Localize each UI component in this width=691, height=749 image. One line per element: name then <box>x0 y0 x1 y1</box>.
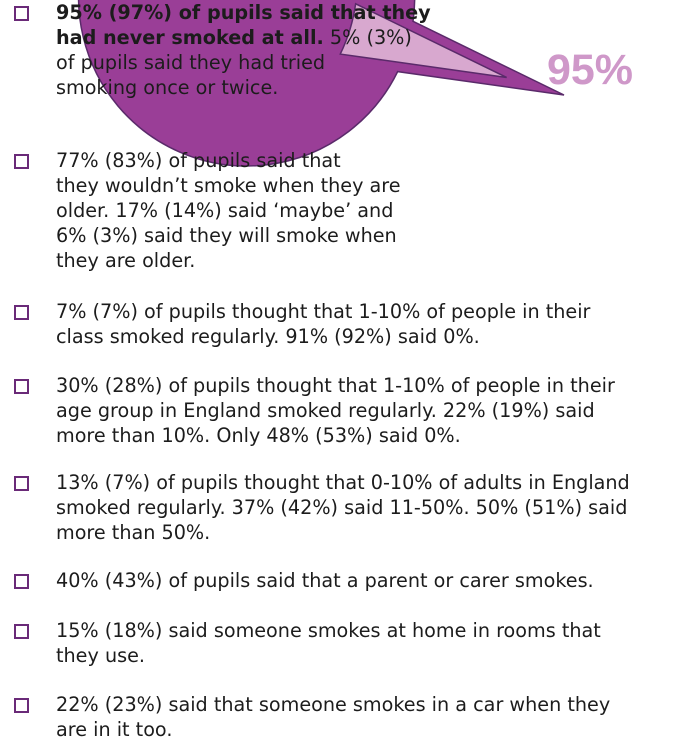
line: smoked regularly. 37% (42%) said 11-50%.… <box>56 496 628 519</box>
line: 6% (3%) said they will smoke when <box>56 224 397 247</box>
bullet-text-adults: 13% (7%) of pupils thought that 0-10% of… <box>56 470 630 545</box>
bullet-text-car: 22% (23%) said that someone smokes in a … <box>56 692 610 742</box>
line: 13% (7%) of pupils thought that 0-10% of… <box>56 471 630 494</box>
line: 77% (83%) of pupils said that <box>56 149 341 172</box>
line: 30% (28%) of pupils thought that 1-10% o… <box>56 374 615 397</box>
line: age group in England smoked regularly. 2… <box>56 399 595 422</box>
bullet-line4: smoking once or twice. <box>56 76 279 99</box>
line: they are older. <box>56 249 196 272</box>
line: 7% (7%) of pupils thought that 1-10% of … <box>56 300 591 323</box>
bullet-checkbox <box>14 6 29 21</box>
line: 40% (43%) of pupils said that a parent o… <box>56 569 594 592</box>
bullet-checkbox <box>14 379 29 394</box>
bullet-checkbox <box>14 698 29 713</box>
bullet-checkbox <box>14 624 29 639</box>
line: they use. <box>56 644 146 667</box>
bullet-text-home: 15% (18%) said someone smokes at home in… <box>56 618 601 668</box>
bullet-text-never-smoked: 95% (97%) of pupils said that they had n… <box>56 0 431 100</box>
bullet-text-parent: 40% (43%) of pupils said that a parent o… <box>56 568 594 593</box>
bullet-checkbox <box>14 154 29 169</box>
bullet-checkbox <box>14 305 29 320</box>
pie-label-95: 95% <box>547 46 633 94</box>
line: older. 17% (14%) said ‘maybe’ and <box>56 199 394 222</box>
line: are in it too. <box>56 718 173 741</box>
bullet-text-wouldnt-smoke: 77% (83%) of pupils said that they would… <box>56 148 401 273</box>
bullet-bold-line2: had never smoked at all. <box>56 26 324 49</box>
bullet-line2-rest: 5% (3%) <box>323 26 412 49</box>
line: more than 10%. Only 48% (53%) said 0%. <box>56 424 461 447</box>
line: class smoked regularly. 91% (92%) said 0… <box>56 325 480 348</box>
line: 22% (23%) said that someone smokes in a … <box>56 693 611 716</box>
line: they wouldn’t smoke when they are <box>56 174 401 197</box>
bullet-text-class: 7% (7%) of pupils thought that 1-10% of … <box>56 299 590 349</box>
line: more than 50%. <box>56 521 211 544</box>
bullet-line3: of pupils said they had tried <box>56 51 326 74</box>
bullet-text-age-group: 30% (28%) of pupils thought that 1-10% o… <box>56 373 615 448</box>
bullet-checkbox <box>14 574 29 589</box>
bullet-bold-line1: 95% (97%) of pupils said that they <box>56 1 431 24</box>
bullet-checkbox <box>14 476 29 491</box>
line: 15% (18%) said someone smokes at home in… <box>56 619 601 642</box>
